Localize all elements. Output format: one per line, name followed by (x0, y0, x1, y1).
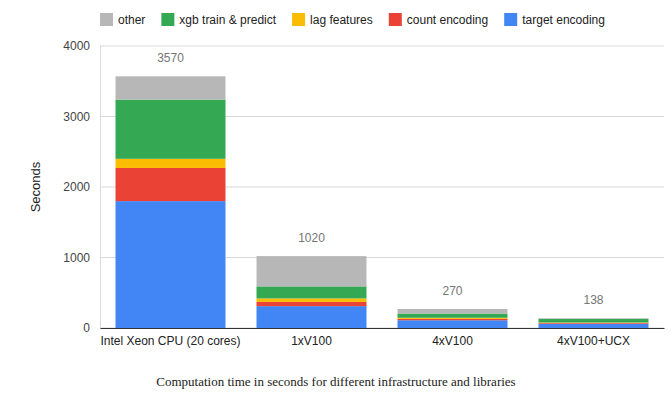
legend-swatch (292, 13, 305, 26)
x-tick: 4xV100+UCX (557, 334, 630, 348)
y-axis-title: Seconds (28, 161, 43, 212)
x-tick-label: 1xV100 (291, 334, 332, 348)
bar-segment (257, 306, 367, 328)
legend-swatch (504, 13, 517, 26)
x-tick-label: Intel Xeon CPU (20 cores) (100, 334, 240, 348)
bar-segment (539, 318, 649, 320)
bar-segment (398, 318, 508, 319)
bar-segment (539, 323, 649, 325)
x-tick: 4xV100 (432, 334, 473, 348)
bar-segment (398, 319, 508, 320)
bar-segment (257, 286, 367, 298)
y-axis-line (100, 47, 101, 329)
bar-segment (398, 320, 508, 328)
legend-item: target encoding (504, 13, 605, 27)
total-label: 1020 (298, 231, 325, 245)
bar-segment (116, 201, 226, 328)
bar-segment (257, 298, 367, 302)
x-tick-label: 4xV100+UCX (557, 334, 630, 348)
bar-segment (539, 324, 649, 328)
legend-swatch (389, 13, 402, 26)
y-tick-label: 3000 (63, 110, 90, 124)
x-tick-label: 4xV100 (432, 334, 473, 348)
bar-segment (398, 309, 508, 314)
grid-line (100, 46, 664, 47)
chart: 0 1000 2000 3000 4000 Intel Xeon CPU (20 core… (0, 0, 672, 398)
legend-label: xgb train & predict (179, 13, 276, 27)
series (116, 201, 649, 328)
bar-segment (257, 302, 367, 306)
y-axis: 0 1000 2000 3000 4000 (63, 39, 100, 335)
legend-label: other (118, 13, 145, 27)
total-label: 138 (583, 293, 603, 307)
series (116, 100, 649, 323)
legend: other xgb train & predict lag features coun… (100, 13, 605, 27)
y-tick-label: 0 (83, 321, 90, 335)
caption: Computation time in seconds for differen… (156, 374, 515, 389)
series (116, 168, 649, 324)
legend-item: lag features (292, 13, 373, 27)
bar-segment (116, 76, 226, 99)
bar-segment (116, 100, 226, 159)
y-tick: 0 (83, 321, 100, 335)
legend-label: lag features (310, 13, 373, 27)
bar-segment (257, 256, 367, 286)
y-tick-label: 2000 (63, 180, 90, 194)
bar-segment (116, 168, 226, 201)
legend-item: xgb train & predict (161, 13, 276, 27)
x-axis: Intel Xeon CPU (20 cores) 1xV100 4xV100 4xV… (100, 329, 664, 348)
legend-label: target encoding (522, 13, 605, 27)
total-label: 3570 (157, 51, 184, 65)
y-tick: 1000 (63, 251, 100, 265)
y-tick: 3000 (63, 110, 100, 124)
total-label: 270 (442, 284, 462, 298)
x-tick: Intel Xeon CPU (20 cores) (100, 334, 240, 348)
legend-item: other (100, 13, 145, 27)
grid (100, 46, 664, 328)
y-tick-label: 4000 (63, 39, 90, 53)
legend-swatch (161, 13, 174, 26)
legend-swatch (100, 13, 113, 26)
x-axis-line (101, 328, 665, 329)
totals: 3570 1020 270 138 (157, 51, 604, 307)
legend-label: count encoding (407, 13, 488, 27)
bar-segment (539, 319, 649, 323)
bars (116, 76, 649, 328)
bar-segment (116, 159, 226, 168)
y-tick: 4000 (63, 39, 100, 53)
legend-item: count encoding (389, 13, 488, 27)
x-tick: 1xV100 (291, 334, 332, 348)
series (116, 159, 649, 323)
y-tick-label: 1000 (63, 251, 90, 265)
y-tick: 2000 (63, 180, 100, 194)
series (116, 76, 649, 319)
bar-segment (398, 314, 508, 318)
